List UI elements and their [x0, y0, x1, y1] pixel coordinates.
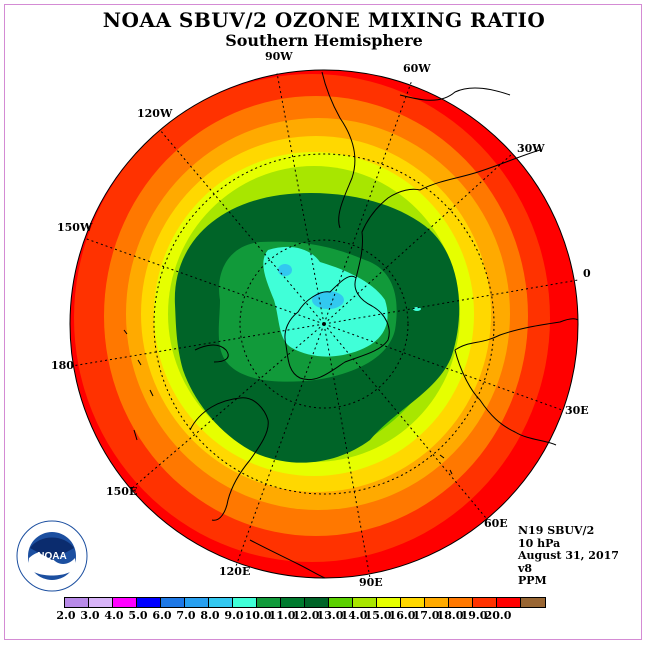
colorbar-swatch	[137, 598, 161, 607]
info-units: PPM	[518, 574, 547, 587]
colorbar-swatch	[113, 598, 137, 607]
lon-label-180: 180	[51, 359, 74, 372]
lon-label-60e: 60E	[484, 517, 508, 530]
colorbar-tick-label: 17.0	[412, 609, 440, 622]
lon-label-0: 0	[583, 267, 591, 280]
lon-label-150w: 150W	[57, 221, 93, 234]
noaa-logo: NOAA	[16, 520, 88, 592]
info-level: 10 hPa	[518, 536, 561, 550]
noaa-logo-text: NOAA	[37, 551, 66, 562]
lon-label-90e: 90E	[359, 576, 383, 589]
colorbar-swatch	[281, 598, 305, 607]
colorbar-tick-label: 12.0	[292, 609, 320, 622]
figure-frame	[4, 4, 642, 640]
colorbar-tick-label: 11.0	[268, 609, 296, 622]
colorbar-tick-label: 15.0	[364, 609, 392, 622]
info-date: August 31, 2017	[518, 549, 619, 562]
colorbar-swatch	[449, 598, 473, 607]
colorbar-swatch	[521, 598, 545, 607]
colorbar-tick-label: 10.0	[244, 609, 272, 622]
lon-label-30w: 30W	[517, 142, 545, 155]
colorbar-tick-label: 18.0	[436, 609, 464, 622]
colorbar-tick-label: 3.0	[80, 609, 100, 622]
lon-label-120e: 120E	[219, 565, 251, 578]
lon-label-150e: 150E	[106, 485, 138, 498]
colorbar-tick-label: 8.0	[200, 609, 220, 622]
ozone-field	[70, 70, 578, 578]
map-boundary	[69, 69, 579, 579]
colorbar-swatch	[329, 598, 353, 607]
colorbar-tick-label: 9.0	[224, 609, 244, 622]
colorbar-tick-label: 13.0	[316, 609, 344, 622]
colorbar-swatch	[89, 598, 113, 607]
colorbar-swatch	[425, 598, 449, 607]
colorbar-swatch	[401, 598, 425, 607]
info-block: N19 SBUV/2 10 hPa August 31, 2017 v8 PPM	[518, 524, 619, 588]
colorbar-swatch	[473, 598, 497, 607]
colorbar-swatch	[497, 598, 521, 607]
colorbar-ticks: 2.0 3.0 4.0 5.0 6.0 7.0 8.0 9.0 10.0 11.0 12.0 13.0…	[0, 609, 648, 623]
colorbar-tick-label: 20.0	[484, 609, 512, 622]
coastlines	[123, 71, 579, 579]
colorbar-tick-label: 7.0	[176, 609, 196, 622]
lon-label-90w: 90W	[265, 50, 293, 63]
info-version: v8	[518, 561, 533, 575]
lon-label-60w: 60W	[403, 62, 431, 75]
colorbar-swatch	[377, 598, 401, 607]
colorbar-swatch	[257, 598, 281, 607]
colorbar-tick-label: 19.0	[460, 609, 488, 622]
lon-label-30e: 30E	[565, 404, 589, 417]
info-instrument: N19 SBUV/2	[518, 524, 595, 537]
colorbar-tick-label: 4.0	[104, 609, 124, 622]
colorbar-tick-label: 5.0	[128, 609, 148, 622]
colorbar-swatch	[161, 598, 185, 607]
colorbar-tick-label: 6.0	[152, 609, 172, 622]
colorbar-swatch	[233, 598, 257, 607]
colorbar-swatch	[353, 598, 377, 607]
lon-label-120w: 120W	[137, 107, 173, 120]
colorbar	[64, 597, 546, 608]
colorbar-tick-label: 2.0	[56, 609, 76, 622]
map-subtitle: Southern Hemisphere	[225, 31, 423, 50]
colorbar-tick-label: 16.0	[388, 609, 416, 622]
map-title: NOAA SBUV/2 OZONE MIXING RATIO	[102, 8, 546, 32]
colorbar-swatch	[305, 598, 329, 607]
graticule	[71, 72, 579, 579]
colorbar-swatch	[65, 598, 89, 607]
colorbar-swatch	[185, 598, 209, 607]
colorbar-tick-label: 14.0	[340, 609, 368, 622]
colorbar-swatch	[209, 598, 233, 607]
